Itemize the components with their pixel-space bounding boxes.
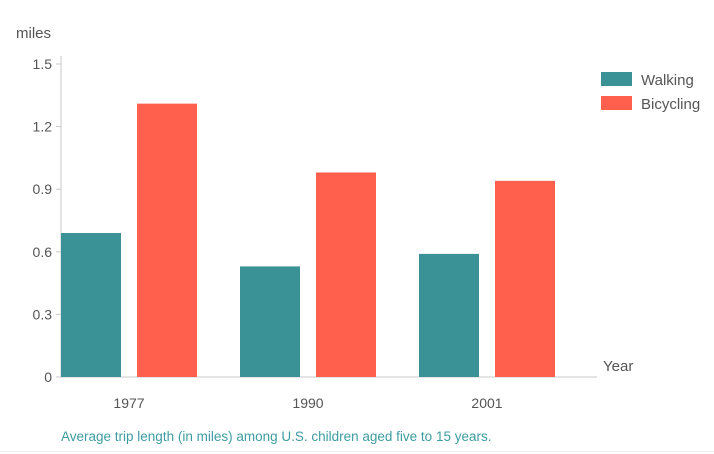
- y-tick-label: 1.2: [33, 119, 53, 135]
- legend: Walking Bicycling: [601, 72, 700, 113]
- y-tick-label: 1.5: [33, 56, 53, 72]
- y-tick-label: 0.3: [33, 306, 53, 322]
- chart-caption: Average trip length (in miles) among U.S…: [61, 429, 492, 444]
- bar-walking-2001: [419, 253, 479, 377]
- bottom-divider: [0, 451, 714, 452]
- y-axis-ticks: 0 0.3 0.6 0.9 1.2 1.5: [33, 56, 61, 385]
- y-tick-label: 0: [44, 369, 52, 385]
- bar-walking-1990: [240, 266, 300, 377]
- legend-label-walking: Walking: [641, 72, 694, 89]
- legend-swatch-walking: [601, 72, 632, 86]
- legend-swatch-bicycling: [601, 96, 632, 110]
- bar-walking-1977: [61, 233, 121, 377]
- x-axis-title: Year: [603, 358, 633, 375]
- x-tick-label: 2001: [471, 395, 502, 411]
- bar-bicycling-2001: [495, 180, 555, 377]
- bars-group: [61, 103, 555, 377]
- x-tick-label: 1990: [292, 395, 323, 411]
- y-tick-label: 0.6: [33, 244, 53, 260]
- x-tick-label: 1977: [113, 395, 144, 411]
- y-axis-title: miles: [16, 25, 51, 42]
- bar-bicycling-1977: [137, 103, 197, 377]
- y-tick-label: 0.9: [33, 181, 53, 197]
- legend-label-bicycling: Bicycling: [641, 96, 700, 113]
- bar-bicycling-1990: [316, 172, 376, 377]
- x-axis-ticks: 1977 1990 2001: [113, 395, 502, 411]
